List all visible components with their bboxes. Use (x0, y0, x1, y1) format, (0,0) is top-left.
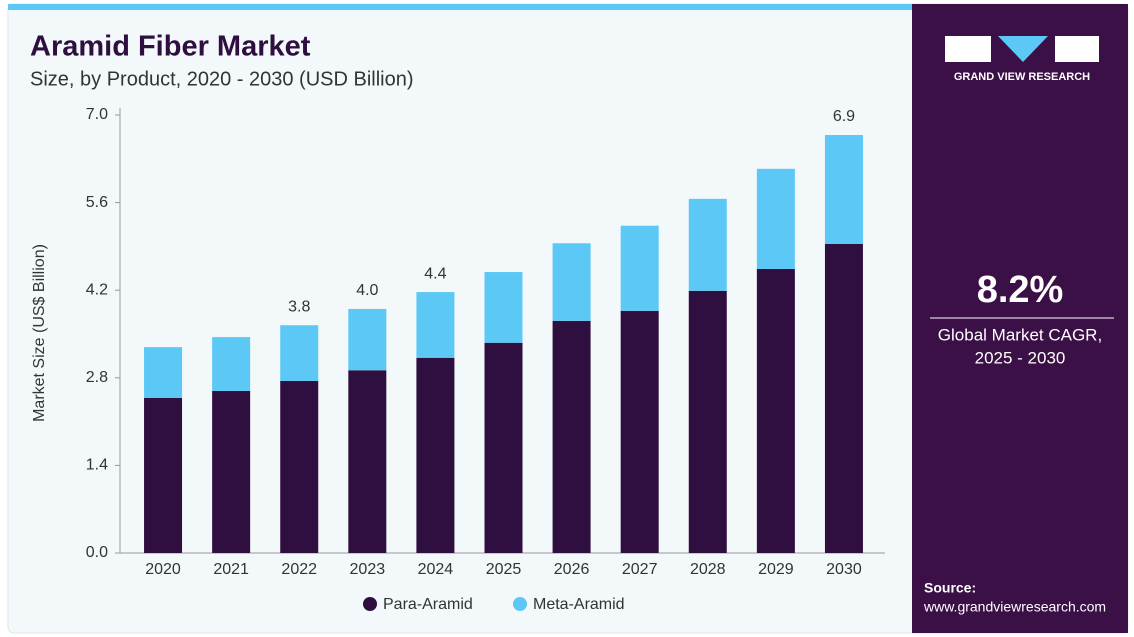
legend-marker (513, 597, 527, 611)
x-tick-label: 2020 (145, 561, 181, 578)
total-label: 4.4 (424, 265, 446, 282)
chart-subtitle: Size, by Product, 2020 - 2030 (USD Billi… (30, 68, 414, 90)
x-tick-label: 2025 (486, 561, 522, 578)
total-label: 4.0 (356, 282, 378, 299)
y-tick-label: 5.6 (86, 194, 108, 211)
bar-segment (280, 380, 319, 553)
legend-label: Para-Aramid (383, 596, 473, 613)
bar-segment (688, 198, 727, 291)
cagr-label: 2025 - 2030 (975, 348, 1066, 367)
logo-mark (945, 36, 991, 62)
x-tick-label: 2027 (622, 561, 658, 578)
top-stripe (8, 4, 913, 10)
bar-segment (552, 243, 591, 321)
bar-segment (348, 370, 387, 553)
x-tick-label: 2029 (758, 561, 794, 578)
bar-segment (620, 310, 659, 553)
cagr-label: Global Market CAGR, (938, 325, 1102, 344)
legend-label: Meta-Aramid (533, 596, 625, 613)
cagr-value: 8.2% (977, 269, 1064, 311)
bar-segment (212, 337, 251, 391)
total-label: 3.8 (288, 298, 310, 315)
y-tick-label: 2.8 (86, 369, 108, 386)
y-tick-label: 4.2 (86, 281, 108, 298)
y-tick-label: 7.0 (86, 106, 108, 123)
bar-segment (824, 135, 863, 244)
bar-segment (484, 342, 523, 553)
bar-segment (212, 390, 251, 553)
bar-segment (688, 290, 727, 553)
logo-mark (1055, 36, 1099, 62)
y-axis-label: Market Size (US$ Billion) (31, 244, 48, 422)
chart-title: Aramid Fiber Market (30, 31, 311, 63)
bar-segment (756, 168, 795, 269)
y-tick-label: 1.4 (86, 457, 108, 474)
bar-segment (416, 357, 455, 553)
legend-marker (363, 597, 377, 611)
x-tick-label: 2024 (418, 561, 454, 578)
bar-segment (484, 272, 523, 343)
x-tick-label: 2028 (690, 561, 726, 578)
brand: GRAND VIEW RESEARCH (954, 71, 1090, 83)
x-tick-label: 2023 (350, 561, 386, 578)
source-url: www.grandviewresearch.com (923, 599, 1106, 615)
bar-segment (552, 320, 591, 553)
bar-segment (144, 397, 183, 553)
bar-segment (756, 268, 795, 553)
logo (945, 36, 1099, 62)
bar-segment (144, 347, 183, 398)
bar-segment (416, 292, 455, 358)
x-tick-label: 2022 (281, 561, 317, 578)
x-tick-label: 2021 (213, 561, 249, 578)
bar-segment (824, 243, 863, 553)
bar-segment (280, 325, 319, 381)
bar-segment (620, 225, 659, 311)
x-tick-label: 2030 (826, 561, 862, 578)
logo-mark (998, 36, 1048, 62)
total-label: 6.9 (833, 108, 855, 125)
bar-segment (348, 308, 387, 371)
y-tick-label: 0.0 (86, 544, 108, 561)
source-title: Source: (924, 580, 976, 596)
x-tick-label: 2026 (554, 561, 590, 578)
